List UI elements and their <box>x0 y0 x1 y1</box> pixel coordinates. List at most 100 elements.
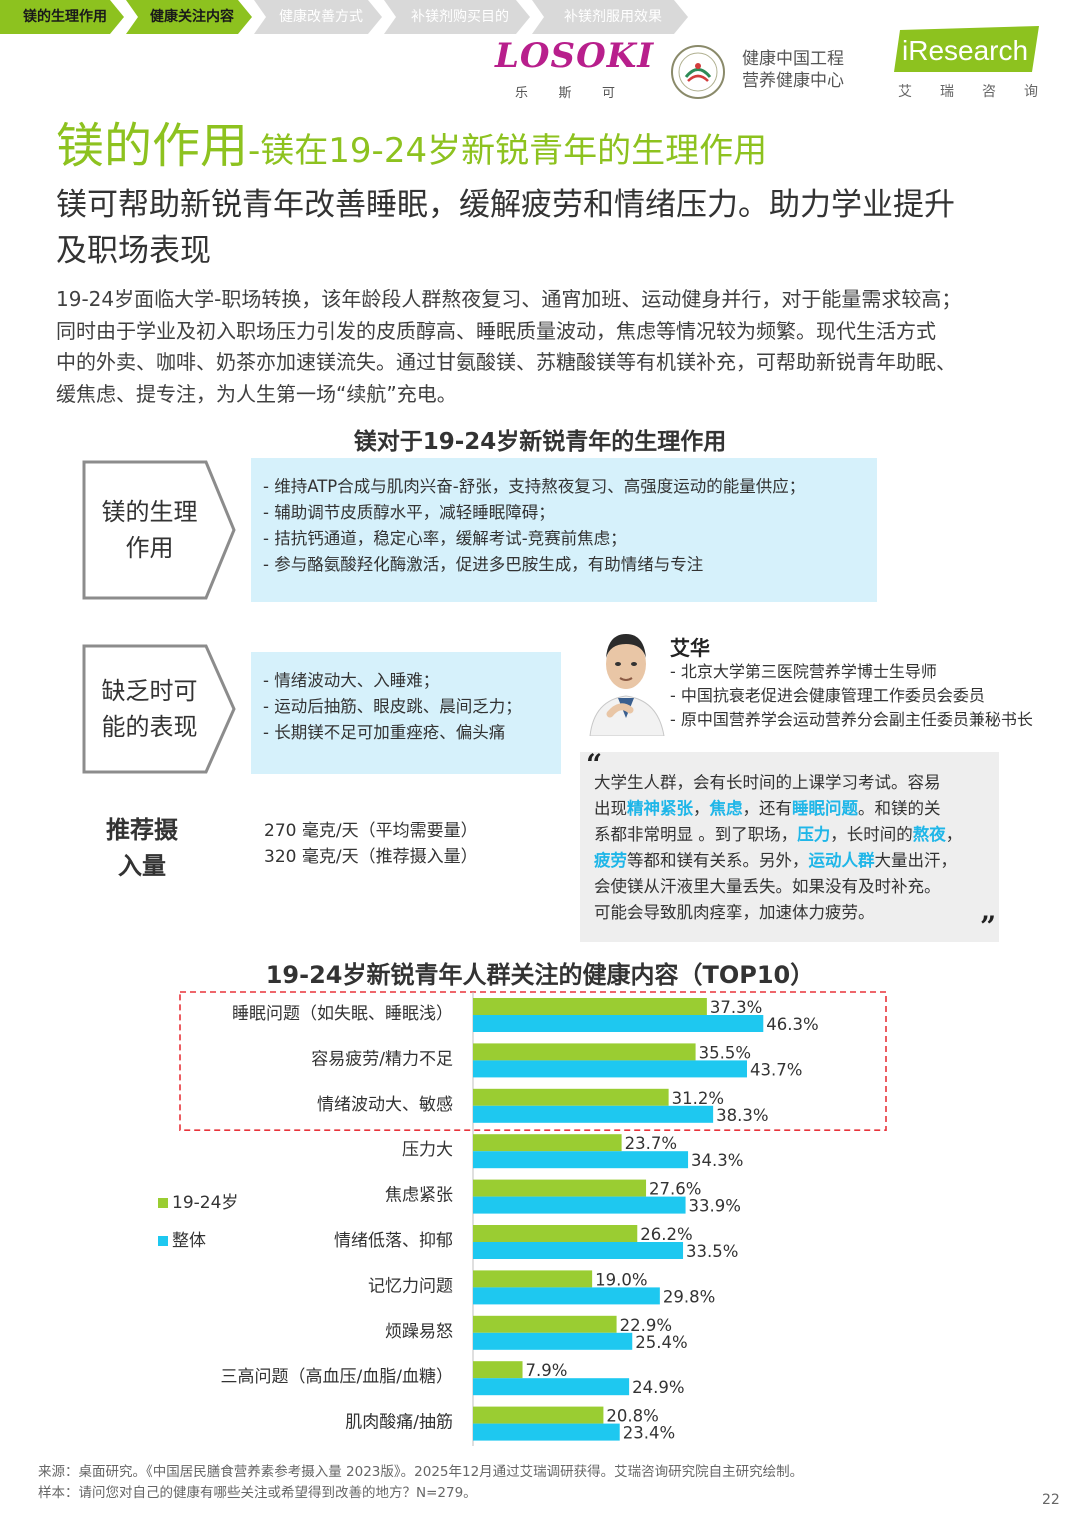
category-label: 睡眠问题（如失眠、睡眠浅） <box>232 1004 453 1024</box>
bar-19-24 <box>473 998 707 1015</box>
category-label: 记忆力问题 <box>368 1276 453 1296</box>
quote-highlight: 熬夜 <box>912 825 946 844</box>
legend-item-19-24: 19-24岁 <box>158 1184 238 1222</box>
bar-overall <box>473 1287 660 1305</box>
bar-overall <box>473 1242 684 1259</box>
recommend-intake-label: 推荐摄 入量 <box>106 816 178 880</box>
bar-overall <box>473 1060 747 1078</box>
bar-overall <box>473 1151 689 1169</box>
breadcrumb: 镁的生理作用 健康关注内容 健康改善方式 补镁剂购买目的 补镁剂服用效果 <box>0 0 720 34</box>
data-label: 23.7% <box>625 1134 677 1153</box>
deficiency-label-box: 缺乏时可 能的表现 <box>82 644 238 774</box>
legend-swatch-green <box>158 1198 168 1208</box>
health-center-seal-icon <box>671 45 725 99</box>
quote-segment: 会使镁从汗液里大量丢失。如果没有及时补充。 <box>594 877 941 896</box>
quote-line: 疲劳等都和镁有关系。另外，运动人群大量出汗， <box>594 848 987 874</box>
health-center-name: 健康中国工程 营养健康中心 <box>742 49 844 91</box>
quote-highlight: 压力 <box>797 825 831 844</box>
crumb-health-improvement[interactable]: 健康改善方式 <box>254 0 382 34</box>
quote-line: 系都非常明显 。到了职场，压力，长时间的熬夜， <box>594 822 987 848</box>
category-label: 情绪低落、抑郁 <box>334 1231 453 1251</box>
chart-title: 19-24岁新锐青年人群关注的健康内容（TOP10） <box>265 961 815 989</box>
data-label: 22.9% <box>620 1316 672 1335</box>
crumb-health-concern[interactable]: 健康关注内容 <box>126 0 252 34</box>
quote-highlight: 精神紧张 <box>627 799 693 818</box>
chevron-shape-icon <box>82 460 236 600</box>
quote-highlight: 焦虑 <box>709 799 743 818</box>
bar-19-24 <box>473 1406 604 1424</box>
data-label: 34.3% <box>691 1151 743 1170</box>
quote-segment: 大量出汗， <box>874 851 958 870</box>
quote-segment: 等都和镁有关系。另外， <box>627 851 809 870</box>
expert-titles: - 北京大学第三医院营养学博士生导师 - 中国抗衰老促进会健康管理工作委员会委员… <box>670 662 1033 729</box>
quote-segment: 出现 <box>594 799 627 818</box>
quote-segment: ，还有 <box>742 799 793 818</box>
bar-overall <box>473 1105 714 1123</box>
physio-role-label: 镁的生理 作用 <box>101 498 198 562</box>
crumb-purchase-purpose[interactable]: 补镁剂购买目的 <box>384 0 530 34</box>
category-label: 三高问题（高血压/血脂/血糖） <box>221 1367 453 1387</box>
deficiency-label: 缺乏时可 能的表现 <box>101 677 198 741</box>
quote-line: 出现精神紧张，焦虑，还有睡眠问题。和镁的关 <box>594 796 987 822</box>
legend-item-overall: 整体 <box>158 1222 238 1260</box>
bar-overall <box>473 1423 620 1441</box>
quote-open-icon: “ <box>586 748 603 781</box>
bar-19-24 <box>473 1134 622 1152</box>
quote-segment: 系都非常明显 。到了职场， <box>594 825 798 844</box>
data-label: 7.9% <box>526 1361 568 1380</box>
category-label: 肌肉酸痛/抽筋 <box>345 1413 453 1433</box>
page-number: 22 <box>1042 1492 1060 1508</box>
data-label: 33.9% <box>689 1197 741 1216</box>
data-label: 43.7% <box>750 1060 802 1079</box>
deficiency-box: - 情绪波动大、入睡难； - 运动后抽筋、眼皮跳、晨间乏力； - 长期镁不足可加… <box>251 652 561 774</box>
crumb-physiological-role[interactable]: 镁的生理作用 <box>0 0 124 34</box>
crumb-usage-effect[interactable]: 补镁剂服用效果 <box>532 0 688 34</box>
bar-overall <box>473 1332 633 1350</box>
legend-swatch-blue <box>158 1236 168 1246</box>
expert-name: 艾华 <box>670 636 710 660</box>
bar-overall <box>473 1015 764 1032</box>
page-title: 镁的作用-镁在19-24岁新锐青年的生理作用 <box>56 106 767 176</box>
category-label: 情绪波动大、敏感 <box>317 1095 453 1115</box>
data-label: 31.2% <box>672 1089 724 1108</box>
page-title-sub: -镁在19-24岁新锐青年的生理作用 <box>248 131 768 171</box>
data-label: 38.3% <box>716 1106 768 1125</box>
iresearch-badge-icon: iResearch <box>894 26 1039 72</box>
recommend-intake-values: 270 毫克/天（平均需要量） 320 毫克/天（推荐摄入量） <box>264 821 478 867</box>
data-label: 37.3% <box>710 998 762 1017</box>
chart-legend: 19-24岁 整体 <box>158 1184 238 1260</box>
expert-quote-text: 大学生人群，会有长时间的上课学习考试。容易 出现精神紧张，焦虑，还有睡眠问题。和镁… <box>594 770 987 926</box>
quote-line: 大学生人群，会有长时间的上课学习考试。容易 <box>594 770 987 796</box>
iresearch-cn-name: 艾 瑞 咨 询 <box>898 84 1038 100</box>
bar-19-24 <box>473 1088 669 1106</box>
category-label: 容易疲劳/精力不足 <box>311 1049 453 1069</box>
quote-highlight: 睡眠问题 <box>792 799 858 818</box>
physio-role-box: - 维持ATP合成与肌肉兴奋-舒张，支持熬夜复习、高强度运动的能量供应； - 辅… <box>251 458 877 602</box>
quote-line: 可能会导致肌肉痉挛，加速体力疲劳。 <box>594 900 987 926</box>
footnote-source: 来源：桌面研究。《中国居民膳食营养素参考摄入量 2023版》。2025年12月通… <box>38 1464 804 1480</box>
bar-overall <box>473 1196 686 1214</box>
svg-text:iResearch: iResearch <box>902 35 1028 66</box>
quote-highlight: 运动人群 <box>808 851 875 870</box>
data-label: 35.5% <box>699 1043 751 1062</box>
category-label: 压力大 <box>402 1140 453 1160</box>
bar-19-24 <box>473 1043 696 1061</box>
expert-portrait-icon <box>584 622 668 736</box>
bar-19-24 <box>473 1225 638 1242</box>
physio-role-label-box: 镁的生理 作用 <box>82 460 238 600</box>
health-concern-bar-chart: 睡眠问题（如失眠、睡眠浅） 37.3%46.3% 容易疲劳/精力不足 35.5%43.… <box>179 991 887 1446</box>
quote-segment: ， <box>945 825 963 844</box>
category-label: 焦虑紧张 <box>385 1186 453 1206</box>
quote-line: 会使镁从汗液里大量丢失。如果没有及时补充。 <box>594 874 987 900</box>
quote-highlight: 疲劳 <box>594 851 627 870</box>
chevron-shape-icon <box>82 644 236 774</box>
losoki-logo: LOSOKI 乐 斯 可 <box>495 36 653 102</box>
data-label: 20.8% <box>606 1407 658 1426</box>
data-label: 27.6% <box>649 1180 701 1199</box>
quote-segment: ， <box>693 799 710 818</box>
quote-segment: 。和镁的关 <box>858 799 941 818</box>
intro-paragraph: 19-24岁面临大学-职场转换，该年龄段人群熬夜复习、通宵加班、运动健身并行，对… <box>56 287 962 406</box>
bar-19-24 <box>473 1361 523 1379</box>
page-subtitle: 镁可帮助新锐青年改善睡眠，缓解疲劳和情绪压力。助力学业提升 及职场表现 <box>56 187 955 269</box>
bar-19-24 <box>473 1179 647 1197</box>
